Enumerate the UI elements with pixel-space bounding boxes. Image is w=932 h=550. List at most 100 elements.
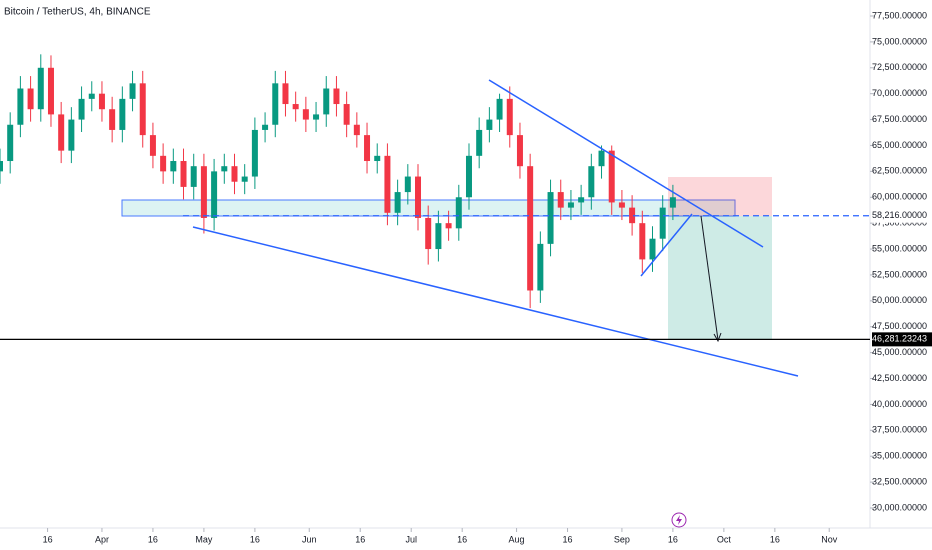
candle-body	[119, 98, 126, 130]
candle-body	[629, 207, 636, 224]
drawings	[121, 177, 772, 340]
x-tick-label: 16	[43, 534, 53, 544]
y-tick-label: 45,000.00000	[872, 347, 927, 357]
candles	[0, 54, 676, 309]
y-tick-label: 52,500.00000	[872, 269, 927, 279]
x-tick-label: Jul	[405, 534, 417, 544]
y-tick-label: 42,500.00000	[872, 373, 927, 383]
candle-body	[211, 171, 218, 218]
x-tick-label: Sep	[614, 534, 630, 544]
candle-body	[384, 155, 391, 213]
candle-body	[506, 98, 513, 136]
candle-body	[364, 135, 371, 162]
candle-body	[598, 150, 605, 167]
y-tick-label: 40,000.00000	[872, 399, 927, 409]
candle-body	[272, 83, 279, 125]
y-tick-label: 65,000.00000	[872, 140, 927, 150]
candle-body	[608, 150, 615, 203]
candle-body	[190, 166, 197, 187]
x-tick-label: May	[195, 534, 213, 544]
x-tick-label: 16	[668, 534, 678, 544]
candle-body	[58, 114, 65, 151]
candle-body	[547, 192, 554, 244]
trend-line	[192, 226, 799, 377]
candle-body	[649, 238, 656, 260]
candle-body	[221, 166, 228, 172]
y-tick-label: 35,000.00000	[872, 451, 927, 461]
stop-zone	[668, 177, 772, 216]
candle-body	[374, 155, 381, 162]
y-tick-label: 67,500.00000	[872, 114, 927, 124]
candle-body	[27, 88, 34, 110]
x-tick-label: Nov	[821, 534, 838, 544]
x-tick-label: 16	[563, 534, 573, 544]
candle-body	[557, 192, 564, 208]
candle-body	[394, 192, 401, 213]
candle-body	[669, 197, 676, 208]
trend-line	[488, 79, 764, 248]
candle-body	[537, 243, 544, 291]
x-tick-label: 16	[148, 534, 158, 544]
candle-body	[476, 129, 483, 156]
candle-body	[241, 176, 248, 182]
candle-body	[465, 155, 472, 198]
candle-body	[170, 161, 177, 172]
candle-body	[639, 223, 646, 260]
candle-body	[160, 155, 167, 172]
projection-arrow	[700, 215, 719, 341]
candle-body	[7, 124, 14, 162]
price-label-box	[872, 332, 932, 347]
candle-body	[88, 93, 95, 99]
x-tick-label: Aug	[509, 534, 525, 544]
candle-body	[343, 104, 350, 125]
y-tick-label: 75,000.00000	[872, 36, 927, 46]
candle-body	[567, 202, 574, 208]
price-line-label: 58,216.00000	[872, 210, 927, 220]
x-tick-label: 16	[457, 534, 467, 544]
candle-body	[618, 202, 625, 208]
candle-body	[455, 197, 462, 229]
candle-body	[109, 109, 116, 130]
y-tick-label: 77,500.00000	[872, 10, 927, 20]
candle-body	[445, 223, 452, 229]
price-label-box	[872, 208, 932, 223]
arrow-head	[713, 332, 722, 343]
candle-body	[262, 124, 269, 130]
candle-body	[323, 88, 330, 115]
candle-body	[292, 104, 299, 110]
candle-body	[200, 166, 207, 218]
candle-body	[180, 161, 187, 187]
candle-body	[78, 98, 85, 120]
y-tick-label: 47,500.00000	[872, 321, 927, 331]
candle-body	[129, 83, 136, 99]
chart-title: Bitcoin / TetherUS, 4h, BINANCE	[4, 7, 151, 18]
price-line-label: 46,281.23243	[872, 334, 927, 344]
candle-body	[149, 135, 156, 156]
trend-lines	[192, 79, 799, 377]
candle-body	[435, 223, 442, 250]
candle-body	[68, 119, 75, 151]
candle-body	[333, 88, 340, 105]
candle-body	[353, 124, 360, 136]
target-zone	[668, 216, 772, 340]
candle-body	[251, 129, 258, 177]
candle-body	[98, 93, 105, 110]
y-tick-label: 50,000.00000	[872, 295, 927, 305]
candle-body	[231, 166, 238, 182]
event-icon-bolt	[676, 515, 682, 525]
candle-body	[588, 166, 595, 198]
candle-body	[302, 109, 309, 120]
x-tick-label: Jun	[302, 534, 317, 544]
candle-body	[527, 166, 534, 291]
candle-body	[0, 161, 3, 172]
y-tick-label: 32,500.00000	[872, 476, 927, 486]
trend-line	[640, 213, 693, 277]
x-tick-label: 16	[355, 534, 365, 544]
candle-body	[139, 83, 146, 136]
y-tick-label: 60,000.00000	[872, 192, 927, 202]
candle-body	[313, 114, 320, 120]
candle-body	[404, 176, 411, 193]
y-tick-label: 72,500.00000	[872, 62, 927, 72]
